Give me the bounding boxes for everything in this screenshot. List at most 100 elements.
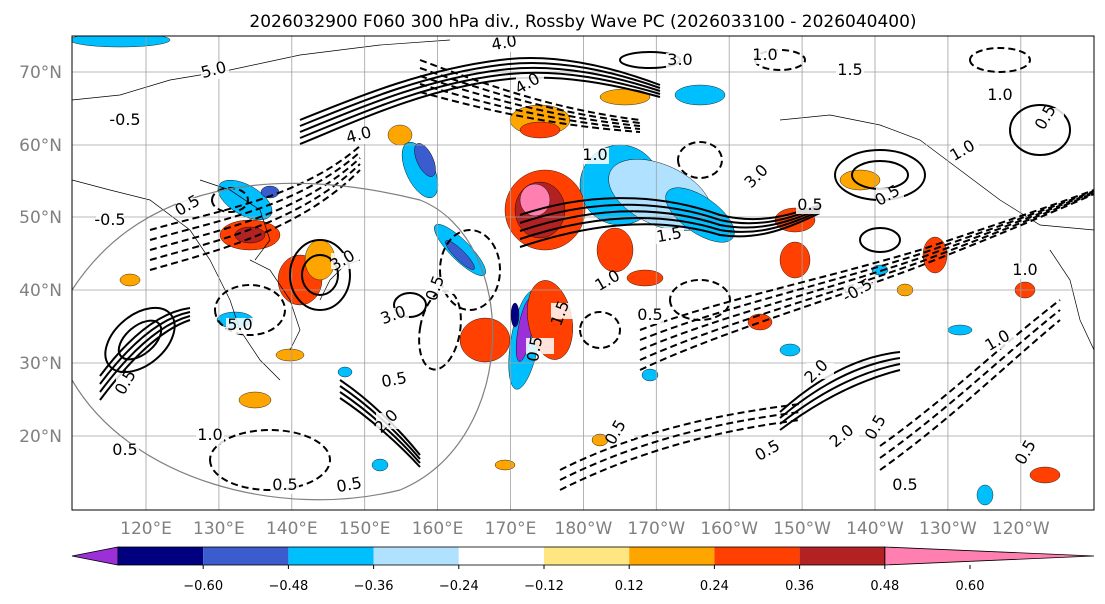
- divergence-patch: [337, 366, 353, 378]
- positive-contour: [117, 319, 163, 361]
- negative-contour: [639, 193, 1094, 371]
- divergence-patch: [839, 169, 881, 191]
- positive-contour: [859, 227, 902, 253]
- contour-label: 0.5: [637, 305, 662, 324]
- map-frame: [71, 35, 1095, 511]
- lat-label: 70°N: [19, 63, 62, 83]
- coastline: [249, 259, 301, 351]
- divergence-patch: [414, 143, 436, 177]
- divergence-patch: [779, 241, 811, 279]
- colorbar: −0.60 −0.48 −0.36 −0.24 −0.12 0.12 0.24 0.36 0.4…: [71, 546, 1095, 594]
- colorbar-tick-label: −0.24: [439, 579, 479, 594]
- positive-contour: [339, 397, 421, 468]
- divergence-patch: [459, 317, 511, 363]
- negative-contour: [639, 192, 1094, 361]
- colorbar-tick-label: −0.48: [268, 579, 308, 594]
- lon-label: 140°W: [846, 519, 904, 539]
- divergence-patch: [238, 391, 272, 409]
- positive-contour: [519, 208, 821, 232]
- contour-label-bg: [986, 88, 1014, 104]
- negative-contour: [969, 47, 1032, 73]
- negative-contour: [149, 163, 361, 261]
- positive-contour: [299, 66, 661, 133]
- contour-label-bg: [796, 198, 824, 214]
- contour-label-bg: [551, 303, 579, 319]
- negative-contour: [639, 189, 1094, 331]
- lon-label: 140°E: [266, 519, 318, 539]
- lon-label: 130°E: [193, 519, 245, 539]
- positive-contour: [99, 319, 191, 401]
- colorbar-cell: [629, 547, 715, 565]
- colorbar-frame: [117, 546, 886, 566]
- contour-label-bg: [526, 338, 554, 354]
- divergence-patch: [445, 240, 475, 270]
- colorbar-tick-label: −0.12: [524, 579, 564, 594]
- positive-contour: [834, 149, 927, 201]
- contour-label-bg: [336, 478, 364, 494]
- lon-label: 150°W: [773, 519, 831, 539]
- positive-contour: [299, 61, 661, 127]
- contour-label: 0.5: [112, 440, 137, 459]
- divergence-patch: [119, 273, 141, 287]
- negative-contour: [879, 299, 1061, 447]
- positive-contour: [99, 315, 191, 393]
- negative-contour: [639, 191, 1094, 351]
- colorbar-cell: [288, 547, 374, 565]
- contour-label-bg: [876, 188, 904, 204]
- lon-label: 120°E: [120, 519, 172, 539]
- contour-label-bg: [751, 48, 779, 64]
- contour-label-bg: [426, 278, 454, 294]
- colorbar-extend-high: [884, 546, 1095, 566]
- negative-contour: [149, 169, 361, 271]
- map-panel: 5.04.03.0 1.01.54.04.01.01.5-0.50.5-0.53.…: [19, 31, 1095, 539]
- divergence-patch: [510, 302, 520, 328]
- negative-contour: [419, 59, 641, 121]
- contour-label: 4.0: [490, 31, 518, 54]
- contour-label: 1.0: [1012, 260, 1037, 279]
- negative-contour: [559, 411, 801, 481]
- divergence-patch: [275, 348, 305, 362]
- positive-contour: [99, 311, 191, 385]
- contour-label-bg: [201, 63, 229, 79]
- contour-label-bg: [381, 373, 409, 389]
- contour-label-bg: [271, 478, 299, 494]
- contour-label-bg: [666, 53, 694, 69]
- negative-contour: [149, 145, 361, 231]
- lat-label: 50°N: [19, 208, 62, 228]
- contour-label-bg: [226, 318, 254, 334]
- lat-label: 60°N: [19, 136, 62, 156]
- lat-label: 40°N: [19, 281, 62, 301]
- contour-label: 0.5: [523, 335, 546, 363]
- gridlines: [72, 36, 1094, 510]
- contour-label-bg: [111, 113, 139, 129]
- coastline: [72, 179, 281, 381]
- colorbar-cell: [458, 547, 544, 565]
- negative-contour: [211, 187, 250, 213]
- negative-contour: [419, 67, 641, 124]
- positive-contour: [519, 203, 821, 225]
- contour-label-bg: [96, 213, 124, 229]
- lon-label: 170°W: [627, 519, 685, 539]
- contour-label: 1.0: [987, 85, 1012, 104]
- divergence-patch: [747, 313, 773, 331]
- divergence-patch: [674, 84, 726, 106]
- negative-contour: [579, 311, 622, 349]
- negative-contour: [419, 83, 641, 130]
- lon-label: 130°W: [919, 519, 977, 539]
- figure-title: 2026032900 F060 300 hPa div., Rossby Wav…: [249, 12, 916, 32]
- colorbar-tick-label: −0.36: [354, 579, 394, 594]
- divergence-patch: [947, 324, 973, 336]
- lon-label: 150°E: [339, 519, 391, 539]
- lon-label: 180°W: [555, 519, 613, 539]
- contour-label: -0.5: [94, 210, 125, 229]
- contour-label-bg: [746, 168, 774, 184]
- positive-contour: [779, 357, 901, 419]
- contour-label-bg: [491, 36, 519, 52]
- negative-contour: [439, 229, 502, 311]
- divergence-patch: [1029, 466, 1061, 484]
- reference-circle: [72, 182, 494, 501]
- contour-label: 0.5: [797, 195, 822, 214]
- contour-label: 0.5: [335, 473, 363, 496]
- negative-contour: [419, 75, 641, 127]
- colorbar-cells: [71, 546, 1095, 566]
